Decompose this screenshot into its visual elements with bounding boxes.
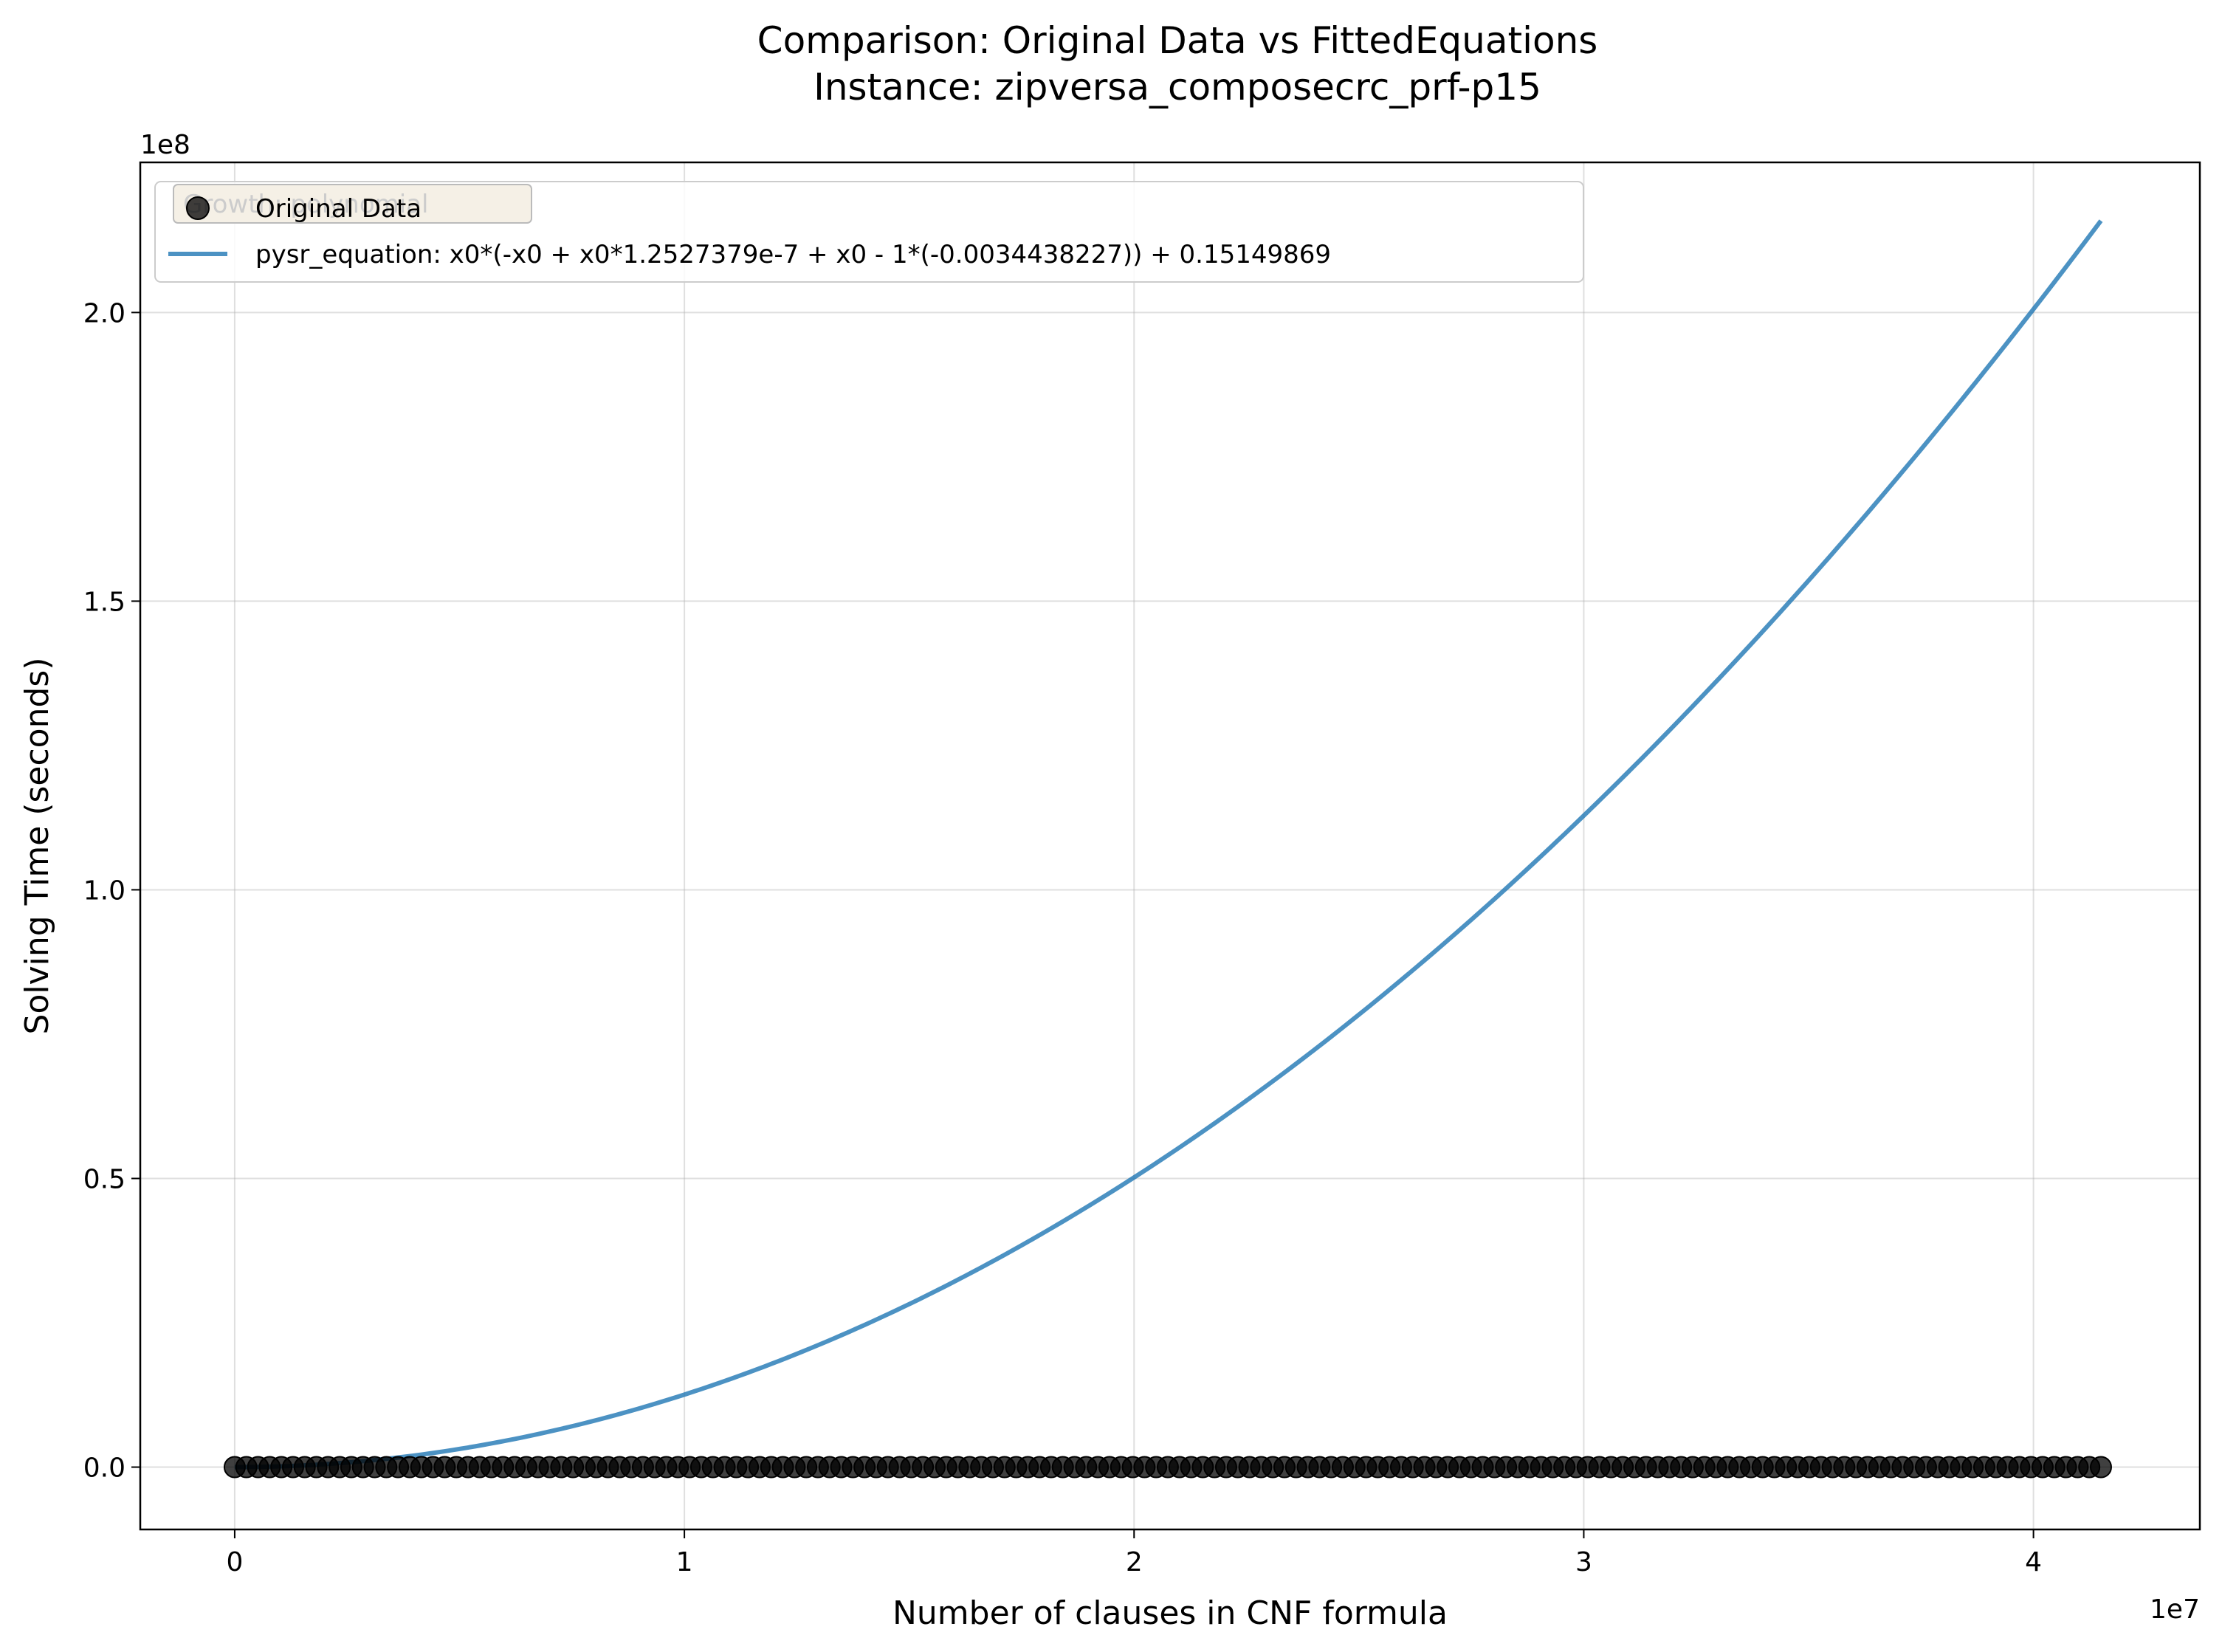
y-tick-label: 2.0	[83, 298, 125, 328]
x-tick-label: 1	[676, 1547, 693, 1577]
plot-frame	[139, 161, 2201, 1531]
series-line-group	[234, 219, 2103, 1470]
series-scatter-group	[223, 1456, 2112, 1479]
legend-ghost-text: Growth: polynomial	[183, 190, 428, 219]
x-tick-label: 2	[1126, 1547, 1143, 1577]
x-tick-label: 0	[226, 1547, 243, 1577]
y-axis-label: Solving Time (seconds)	[18, 658, 56, 1035]
legend-label-original-data: Original Data	[255, 194, 422, 224]
x-tick-label: 3	[1575, 1547, 1592, 1577]
series-line-pysr-equation	[234, 219, 2103, 1470]
x-axis-ticks: 0 1 2 3 4	[226, 1529, 2042, 1577]
y-tick-label: 1.0	[83, 875, 125, 906]
legend: Growth: polynomial Original Data pysr_eq…	[154, 181, 1584, 283]
chart-title-line1: Comparison: Original Data vs FittedEquat…	[757, 19, 1598, 62]
x-tick-label: 4	[2025, 1547, 2042, 1577]
x-axis-label: Number of clauses in CNF formula	[892, 1594, 1448, 1632]
x-offset-label: 1e7	[2150, 1594, 2200, 1625]
data-point-original	[2089, 1456, 2112, 1479]
chart-title-line2: Instance: zipversa_composecrc_prf-p15	[814, 66, 1541, 109]
y-tick-label: 0.0	[83, 1453, 125, 1484]
legend-marker-original-data	[186, 196, 210, 220]
y-tick-label: 0.5	[83, 1164, 125, 1194]
y-axis-ticks: 0.0 0.5 1.0 1.5 2.0	[83, 298, 140, 1484]
y-offset-label: 1e8	[140, 130, 190, 160]
y-tick-label: 1.5	[83, 587, 125, 617]
legend-ghost-box	[173, 184, 532, 224]
legend-label-pysr-equation: pysr_equation: x0*(-x0 + x0*1.2527379e-7…	[255, 240, 1331, 269]
